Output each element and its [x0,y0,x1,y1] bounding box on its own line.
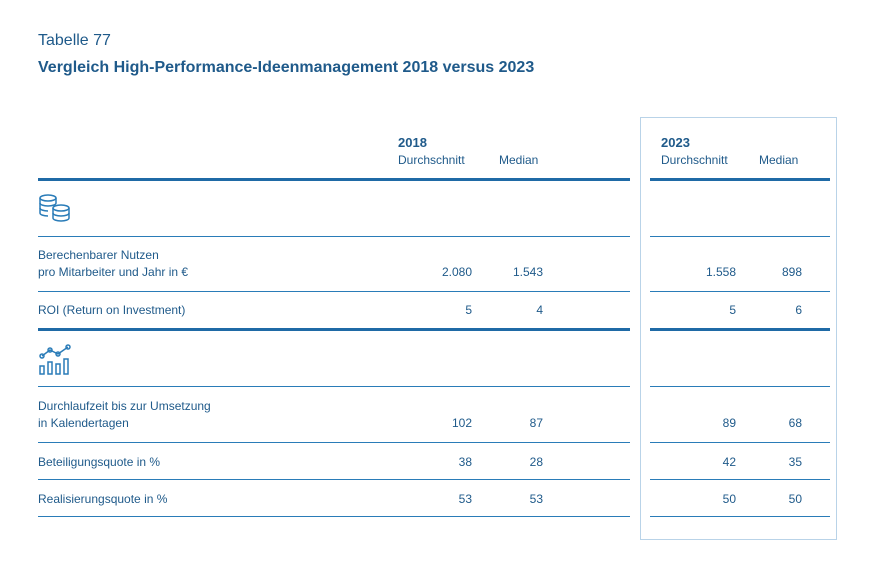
table-number: Tabelle 77 [38,32,111,49]
header-2023-median: Median [759,153,799,167]
header-rule-left [38,178,630,181]
cell-2018-median: 87 [529,416,543,430]
group-rule-left [38,328,630,331]
cell-2023-median: 6 [795,303,802,317]
cell-2023-average: 1.558 [705,265,736,279]
row-divider [650,479,830,480]
table-title: Vergleich High-Performance-Ideenmanageme… [38,59,535,76]
header-2018-average: Durchschnitt [398,153,465,167]
bar-line-chart-icon [39,344,71,375]
header-rule-right [650,178,830,181]
cell-2023-average: 50 [722,492,736,506]
row-divider [38,479,630,480]
cell-2023-median: 50 [788,492,802,506]
row-divider [650,291,830,292]
row-divider [38,236,630,237]
cell-2023-median: 35 [788,455,802,469]
row-divider [38,442,630,443]
header-year-2018: 2018 [398,135,427,150]
header-year-2023: 2023 [661,135,690,150]
coins-stack-icon [39,194,70,222]
cell-2018-average: 5 [465,303,472,317]
cell-2018-median: 53 [529,492,543,506]
row-divider [650,386,830,387]
cell-2018-average: 102 [451,416,472,430]
cell-2018-average: 38 [458,455,472,469]
row-divider [38,516,630,517]
cell-2023-average: 42 [722,455,736,469]
column-group-2023-frame [640,117,837,540]
cell-2018-median: 28 [529,455,543,469]
row-divider [650,442,830,443]
row-label-line2: in Kalendertagen [38,416,129,430]
header-2018-median: Median [499,153,539,167]
row-label-line2: pro Mitarbeiter und Jahr in € [38,265,189,279]
group-rule-right [650,328,830,331]
cell-2023-median: 898 [781,265,802,279]
cell-2023-average: 89 [722,416,736,430]
row-label: Beteiligungsquote in % [38,455,161,469]
cell-2018-average: 2.080 [441,265,472,279]
row-divider [38,291,630,292]
cell-2018-median: 1.543 [512,265,543,279]
cell-2018-average: 53 [458,492,472,506]
row-label: Durchlaufzeit bis zur Umsetzung [38,399,211,413]
row-label: Realisierungsquote in % [38,492,168,506]
header-2023-average: Durchschnitt [661,153,728,167]
cell-2023-median: 68 [788,416,802,430]
row-divider [38,386,630,387]
row-label: ROI (Return on Investment) [38,303,186,317]
row-divider [650,236,830,237]
row-label: Berechenbarer Nutzen [38,248,159,262]
cell-2023-average: 5 [729,303,736,317]
row-divider [650,516,830,517]
cell-2018-median: 4 [536,303,543,317]
